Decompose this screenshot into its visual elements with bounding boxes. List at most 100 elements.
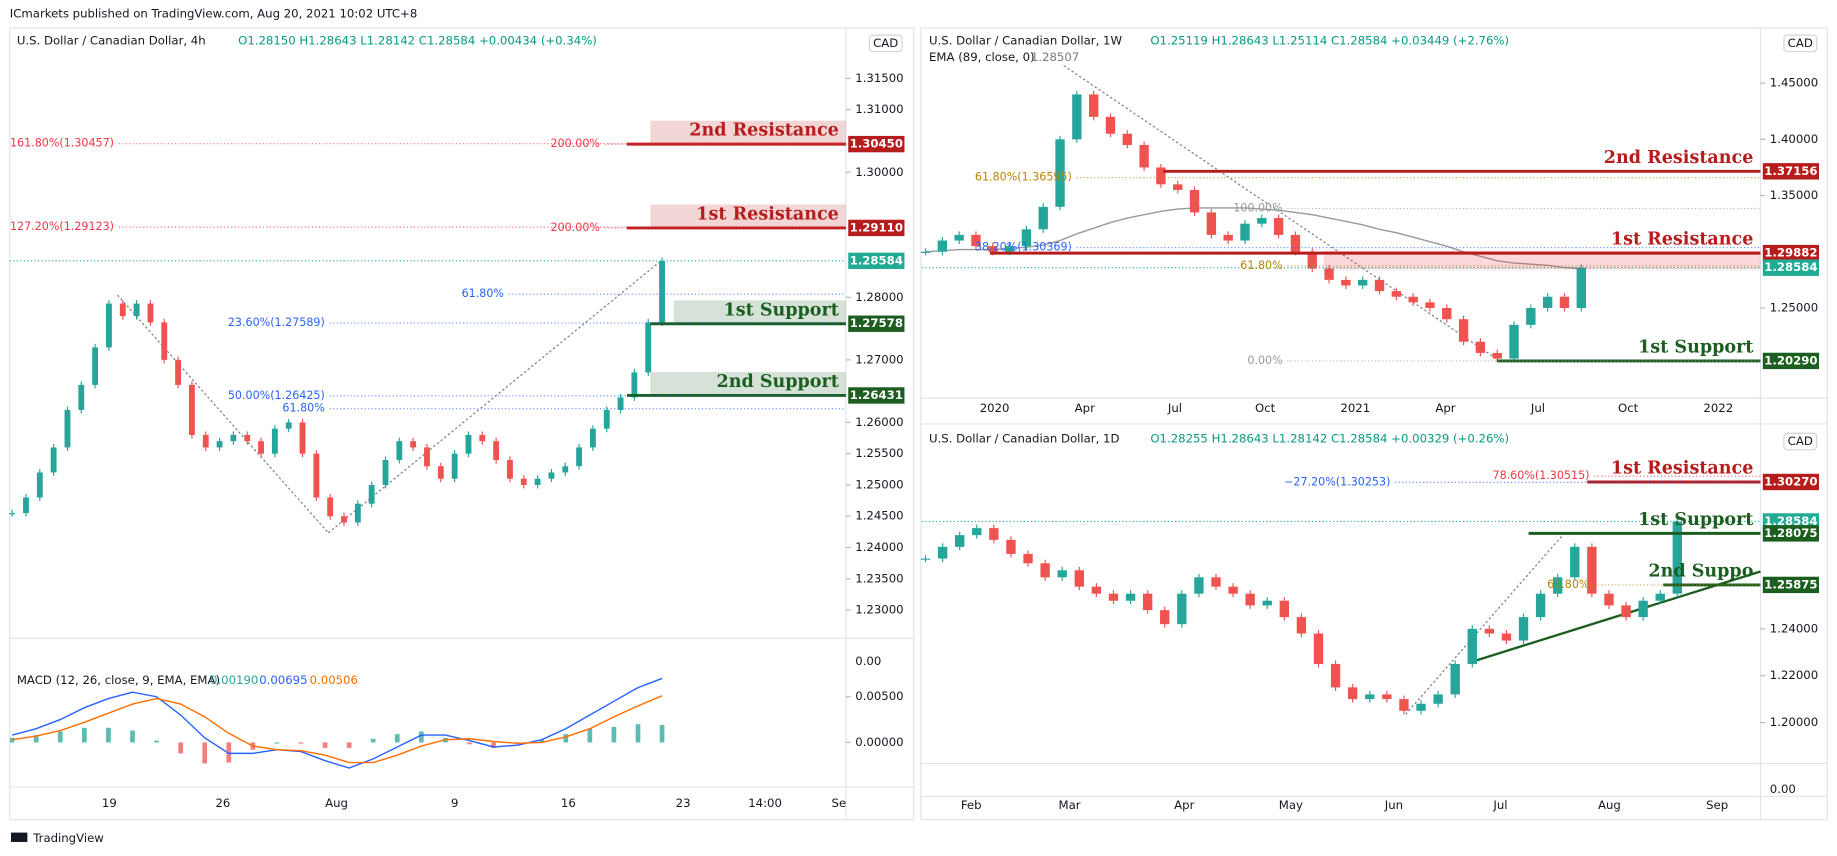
- candle: [1122, 133, 1132, 145]
- fib-label: 38.20%(1.30369): [975, 241, 1072, 254]
- candle: [1004, 246, 1015, 252]
- price-tag-label: 1.28075: [1764, 526, 1817, 540]
- candle: [576, 447, 583, 467]
- candle: [1273, 218, 1284, 235]
- price-tag-label: 1.28584: [1764, 514, 1817, 528]
- candle: [1156, 167, 1166, 185]
- candle: [1475, 341, 1486, 353]
- panel-title: U.S. Dollar / Canadian Dollar, 4h: [17, 33, 206, 47]
- candle: [368, 484, 375, 504]
- x-tick-label: Apr: [1174, 798, 1194, 812]
- candle: [1576, 267, 1586, 308]
- candle: [1105, 116, 1116, 134]
- candle: [1535, 593, 1546, 618]
- candle: [971, 234, 981, 247]
- footer: TradingView: [32, 831, 104, 845]
- ohlc: O1.28255 H1.28643 L1.28142 C1.28584 +0.0…: [1150, 432, 1509, 446]
- x-tick-label: Feb: [961, 798, 982, 812]
- candle: [955, 535, 965, 547]
- candle: [1330, 663, 1341, 688]
- candle: [1072, 94, 1082, 140]
- fib-label: 61.80%: [1547, 578, 1589, 591]
- candle: [106, 303, 112, 348]
- fib-label: 50.00%(1.26425): [228, 389, 325, 402]
- fib-label: 61.80%: [462, 287, 504, 300]
- macd-top-label: 0.00: [855, 654, 881, 668]
- candle: [1526, 307, 1536, 325]
- level-name: 2nd Support: [716, 372, 839, 392]
- candle: [202, 434, 209, 448]
- candle: [1399, 699, 1409, 711]
- price-tag-label: 1.26431: [850, 388, 903, 402]
- ohlc: O1.28150 H1.28643 L1.28142 C1.28584 +0.0…: [238, 33, 597, 47]
- fib-label: 78.60%(1.30515): [1493, 469, 1590, 482]
- candle: [920, 558, 931, 560]
- fib-label: 61.80%: [1240, 259, 1282, 272]
- y-tick-label: 1.25000: [855, 477, 903, 491]
- candle: [92, 347, 99, 385]
- sub-pane-label: 0.00: [1770, 782, 1796, 796]
- currency-box: [1783, 432, 1818, 451]
- histogram-bar: [106, 727, 111, 743]
- price-tag: [1762, 163, 1819, 180]
- candle: [1324, 268, 1334, 280]
- level-name: 2nd Resistance: [689, 121, 839, 141]
- candle: [1341, 279, 1351, 286]
- candle: [1228, 586, 1238, 594]
- panel-title: U.S. Dollar / Canadian Dollar, 1W: [929, 33, 1122, 47]
- macd-line: [11, 677, 663, 769]
- level-name: 1st Resistance: [1611, 459, 1754, 479]
- x-tick-label: Jun: [1384, 798, 1403, 812]
- candle: [1382, 694, 1392, 700]
- histogram-bar: [202, 742, 208, 764]
- candle: [161, 322, 168, 360]
- candle: [1006, 539, 1016, 554]
- x-tick-label: Apr: [1435, 401, 1455, 415]
- ema-title: EMA (89, close, 0): [929, 50, 1035, 64]
- price-tag-label: 1.25875: [1764, 577, 1817, 591]
- histogram-bar: [611, 726, 617, 743]
- x-tick-label: Aug: [325, 796, 348, 810]
- level-name: 2nd Resistance: [1604, 148, 1754, 168]
- candle: [1442, 307, 1452, 320]
- currency-box: [868, 34, 903, 53]
- x-tick-label: Jul: [1167, 401, 1182, 415]
- candle: [1587, 546, 1597, 594]
- x-tick-label: 19: [102, 796, 117, 810]
- currency: CAD: [873, 36, 898, 50]
- candle: [1621, 605, 1631, 618]
- price-tag-label: 1.30270: [1764, 474, 1817, 488]
- candle: [603, 409, 610, 429]
- y-tick-label: 1.22000: [1770, 668, 1818, 682]
- fib-label: 127.20%(1.29123): [10, 220, 114, 233]
- level-name: 1st Resistance: [696, 205, 839, 225]
- histogram-bar: [82, 727, 87, 743]
- candle: [1374, 279, 1385, 292]
- candle: [1313, 633, 1324, 664]
- candle: [1194, 577, 1204, 594]
- y-tick-label: 0.00000: [855, 735, 903, 749]
- candle: [1307, 251, 1317, 269]
- candle: [285, 422, 292, 429]
- price-tag: [1762, 244, 1819, 262]
- y-tick-label: 1.45000: [1770, 76, 1818, 90]
- candle: [396, 441, 403, 460]
- candle: [1553, 577, 1563, 594]
- candle: [1240, 223, 1250, 241]
- price-tag-label: 1.29882: [1764, 246, 1817, 260]
- y-tick-label: 1.23500: [855, 571, 903, 585]
- macd-reading: 0.00190: [210, 673, 258, 687]
- candle: [1509, 324, 1519, 359]
- candle: [1655, 593, 1665, 601]
- candle: [1057, 570, 1067, 578]
- histogram-bar: [9, 737, 15, 743]
- candle: [479, 434, 486, 442]
- histogram-bar: [154, 740, 159, 743]
- candle: [230, 434, 237, 442]
- histogram-bar: [178, 742, 183, 754]
- y-tick-label: 1.25500: [855, 446, 903, 460]
- x-tick-label: Apr: [1075, 401, 1095, 415]
- y-tick-label: 1.25000: [1770, 300, 1818, 314]
- histogram-bar: [419, 731, 424, 743]
